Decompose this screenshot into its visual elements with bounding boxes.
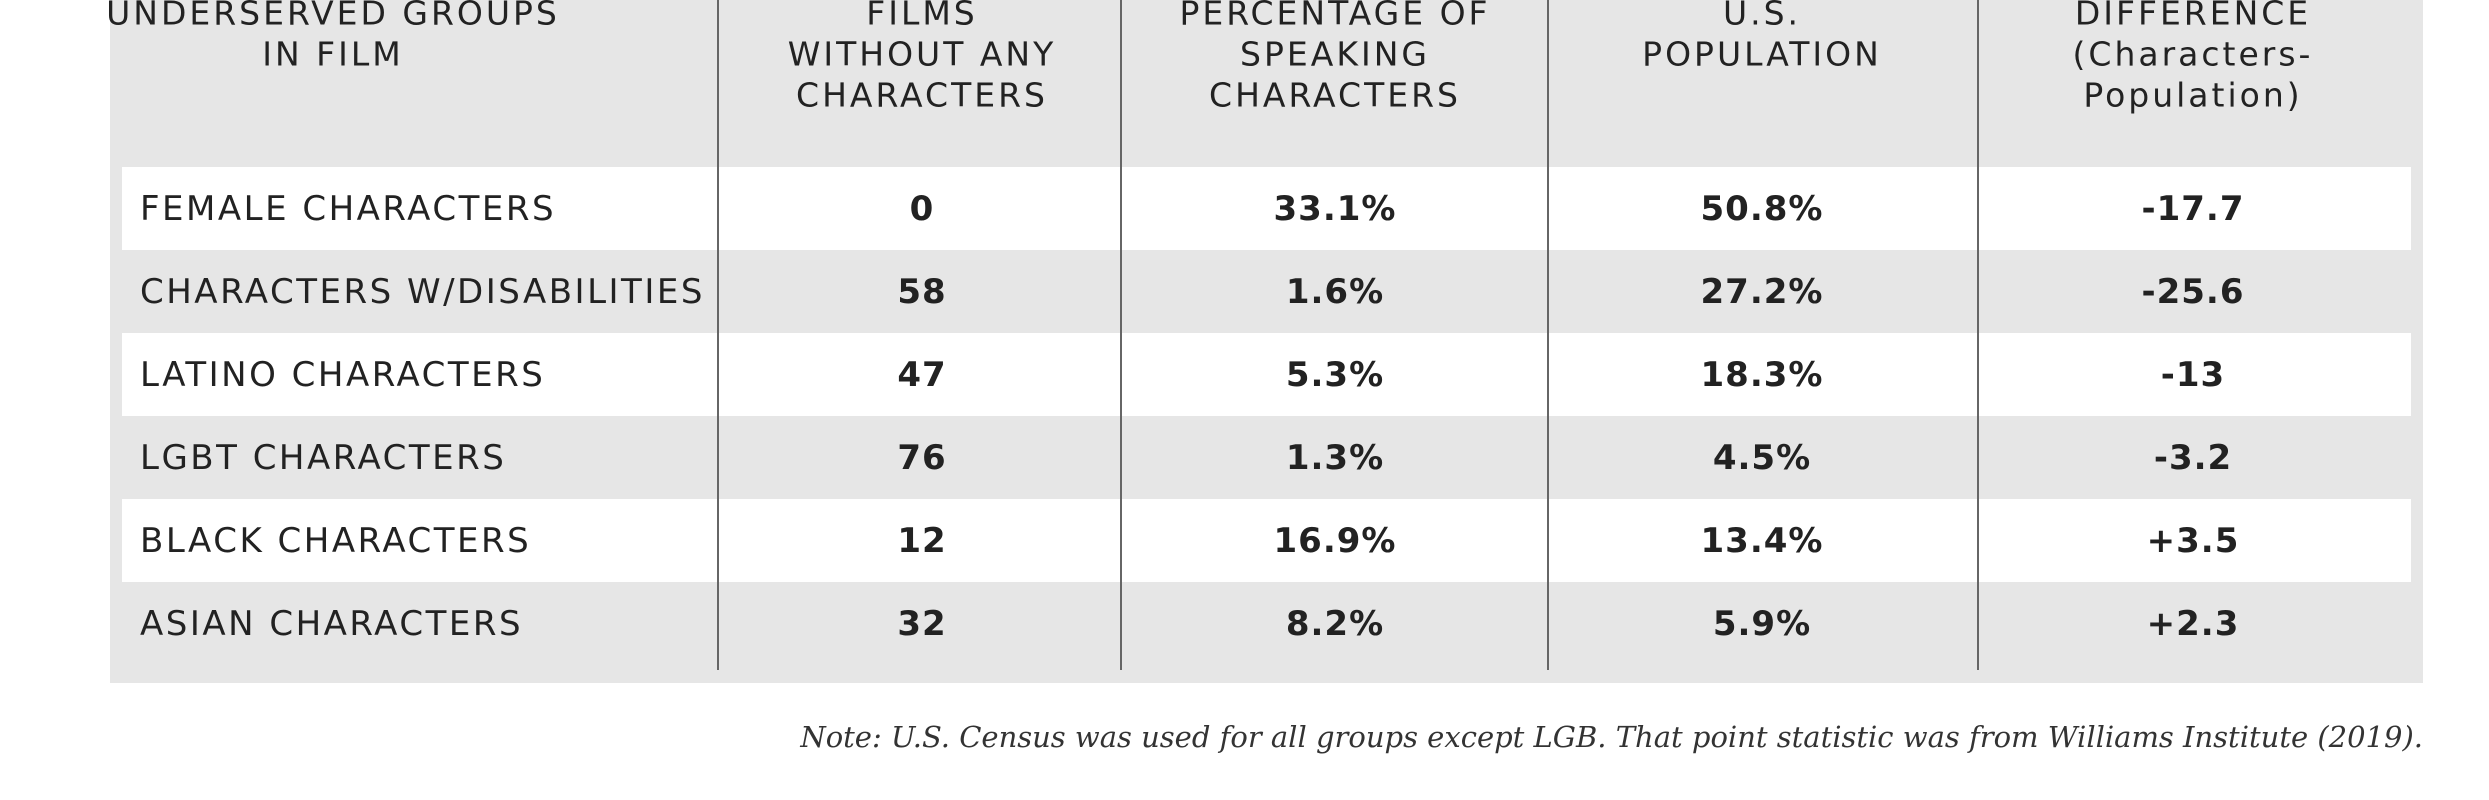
cell-value: 16.9% bbox=[1273, 520, 1397, 561]
cell-value: 12 bbox=[897, 520, 947, 561]
header-cell-line: PERCENTAGE OF bbox=[1179, 0, 1491, 33]
cell-value: 32 bbox=[897, 603, 947, 644]
header-cell-line: WITHOUT ANY bbox=[787, 34, 1057, 74]
cell-value: 27.2% bbox=[1700, 271, 1824, 312]
cell-value: -17.7 bbox=[2141, 188, 2245, 229]
row-label: FEMALE CHARACTERS bbox=[140, 188, 557, 229]
cell-value: 47 bbox=[897, 354, 947, 395]
header-cell-line: FILMS bbox=[866, 0, 978, 33]
cell-value: 0 bbox=[909, 188, 935, 229]
cell-value: +3.5 bbox=[2146, 520, 2240, 561]
header-cell-line: CHARACTERS bbox=[1209, 75, 1461, 115]
cell-value: 1.6% bbox=[1285, 271, 1385, 312]
row-background bbox=[122, 333, 2411, 416]
header-cell-line: CHARACTERS bbox=[796, 75, 1048, 115]
header-cell-line: Population) bbox=[2083, 75, 2303, 115]
cell-value: 33.1% bbox=[1273, 188, 1397, 229]
cell-value: -13 bbox=[2160, 354, 2226, 395]
cell-value: 5.3% bbox=[1285, 354, 1385, 395]
row-label: ASIAN CHARACTERS bbox=[140, 603, 524, 644]
cell-value: 8.2% bbox=[1285, 603, 1385, 644]
header-cell-line: IN FILM bbox=[262, 34, 404, 74]
header-cell-line: UNDERSERVED GROUPS bbox=[106, 0, 560, 33]
header-cell-line: DIFFERENCE bbox=[2074, 0, 2312, 33]
row-background bbox=[122, 499, 2411, 582]
column-separator bbox=[1977, 0, 1979, 670]
cell-value: 1.3% bbox=[1285, 437, 1385, 478]
cell-value: 13.4% bbox=[1700, 520, 1824, 561]
row-background bbox=[122, 167, 2411, 250]
header-cell-line: POPULATION bbox=[1642, 34, 1882, 74]
cell-value: +2.3 bbox=[2146, 603, 2240, 644]
cell-value: -3.2 bbox=[2153, 437, 2233, 478]
header-cell-line: U.S. bbox=[1722, 0, 1802, 33]
row-label: LATINO CHARACTERS bbox=[140, 354, 546, 395]
cell-value: 5.9% bbox=[1712, 603, 1812, 644]
row-label: BLACK CHARACTERS bbox=[140, 520, 532, 561]
cell-value: 18.3% bbox=[1700, 354, 1824, 395]
note: Note: U.S. Census was used for all group… bbox=[800, 720, 2423, 754]
header-cell-line: (Characters- bbox=[2072, 34, 2314, 74]
column-separator bbox=[717, 0, 719, 670]
row-label: LGBT CHARACTERS bbox=[140, 437, 507, 478]
header-cell-line: SPEAKING bbox=[1240, 34, 1430, 74]
cell-value: 4.5% bbox=[1712, 437, 1812, 478]
row-label: CHARACTERS W/DISABILITIES bbox=[140, 271, 705, 312]
column-separator bbox=[1547, 0, 1549, 670]
cell-value: 58 bbox=[897, 271, 947, 312]
cell-value: 50.8% bbox=[1700, 188, 1824, 229]
column-separator bbox=[1120, 0, 1122, 670]
cell-value: -25.6 bbox=[2141, 271, 2245, 312]
cell-value: 76 bbox=[897, 437, 947, 478]
